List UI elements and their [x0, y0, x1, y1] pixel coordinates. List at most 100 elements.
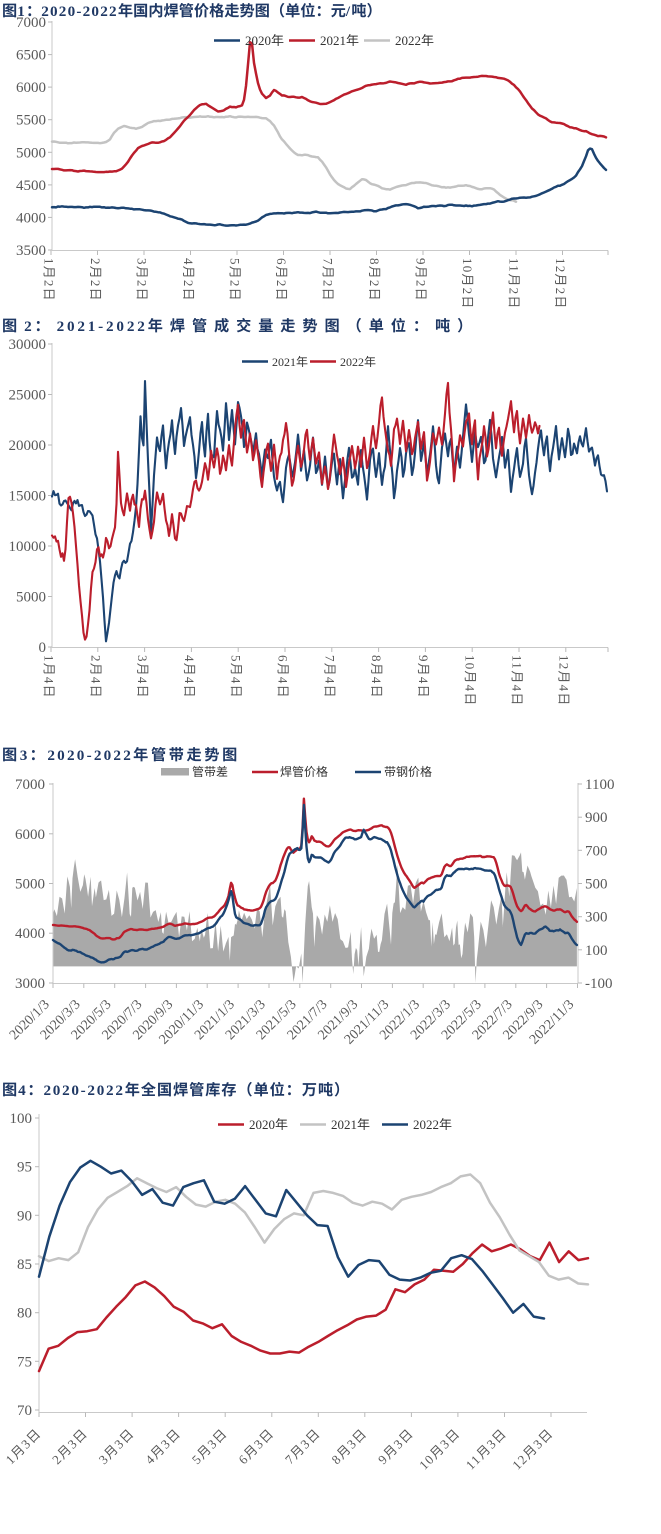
svg-text:6: 6	[276, 655, 291, 663]
svg-text:2: 2	[507, 288, 522, 296]
svg-text:6: 6	[235, 1451, 251, 1467]
svg-text:2: 2	[135, 280, 150, 288]
svg-text:10: 10	[460, 258, 475, 273]
svg-text:70: 70	[17, 1403, 32, 1419]
svg-text:4: 4	[135, 677, 150, 685]
svg-text:2021: 2021	[272, 355, 296, 369]
svg-text:85: 85	[17, 1257, 32, 1273]
svg-text:12: 12	[556, 655, 571, 670]
svg-text:4: 4	[463, 685, 478, 693]
svg-text:5000: 5000	[16, 145, 46, 161]
svg-text:5500: 5500	[16, 113, 46, 129]
svg-text:15000: 15000	[9, 489, 47, 505]
svg-text:0: 0	[39, 640, 47, 656]
svg-text:2020-2022: 2020-2022	[47, 747, 133, 764]
svg-text:90: 90	[17, 1208, 32, 1224]
svg-text:1: 1	[42, 655, 57, 663]
svg-text:7: 7	[282, 1451, 298, 1467]
svg-text:2021: 2021	[320, 33, 346, 48]
svg-text:4: 4	[142, 1451, 158, 1467]
svg-text:25000: 25000	[9, 388, 47, 404]
svg-text:2020: 2020	[245, 33, 271, 48]
svg-text:5: 5	[229, 655, 244, 663]
svg-text:2021-2022: 2021-2022	[57, 318, 148, 335]
svg-text:4: 4	[322, 677, 337, 685]
svg-text:5: 5	[228, 258, 243, 266]
svg-text:4: 4	[182, 677, 197, 685]
svg-text:500: 500	[585, 877, 608, 893]
svg-text:1: 1	[3, 1451, 19, 1467]
svg-text:1: 1	[42, 258, 57, 266]
svg-text:30000: 30000	[9, 337, 47, 353]
svg-text:4: 4	[369, 677, 384, 685]
svg-text:4: 4	[416, 677, 431, 685]
svg-text:9: 9	[416, 655, 431, 663]
svg-text:9: 9	[375, 1451, 391, 1467]
svg-text:5000: 5000	[16, 590, 46, 606]
svg-text:95: 95	[17, 1160, 32, 1176]
svg-text:4000: 4000	[15, 926, 45, 942]
svg-text:8: 8	[367, 258, 382, 266]
svg-text:2022: 2022	[340, 355, 364, 369]
svg-text:1100: 1100	[585, 777, 614, 793]
svg-text:2: 2	[414, 280, 429, 288]
svg-text:2: 2	[88, 655, 103, 663]
svg-text:6500: 6500	[16, 48, 46, 64]
svg-text:10: 10	[463, 655, 478, 670]
svg-text:10000: 10000	[9, 539, 47, 555]
svg-text:700: 700	[585, 843, 608, 859]
svg-text:100: 100	[10, 1111, 33, 1127]
svg-text:3500: 3500	[16, 243, 46, 259]
svg-text:6: 6	[274, 258, 289, 266]
svg-text:2: 2	[88, 258, 103, 266]
svg-text:-100: -100	[585, 976, 613, 992]
svg-text:2: 2	[274, 280, 289, 288]
svg-text:3: 3	[135, 258, 150, 266]
svg-text:75: 75	[17, 1354, 32, 1370]
svg-text:4: 4	[229, 677, 244, 685]
svg-text:2021: 2021	[331, 1117, 357, 1132]
svg-text:3: 3	[20, 747, 30, 764]
svg-text:900: 900	[585, 810, 608, 826]
svg-text:/: /	[345, 3, 351, 20]
svg-text:4: 4	[510, 685, 525, 693]
svg-text:1: 1	[17, 3, 26, 20]
svg-text:2: 2	[367, 280, 382, 288]
svg-text:6000: 6000	[15, 827, 45, 843]
svg-text:4500: 4500	[16, 178, 46, 194]
svg-text:11: 11	[507, 258, 522, 273]
svg-text:11: 11	[510, 655, 525, 670]
svg-text:3: 3	[135, 655, 150, 663]
svg-text:4000: 4000	[16, 210, 46, 226]
svg-text:4: 4	[182, 655, 197, 663]
svg-text:7000: 7000	[15, 777, 45, 793]
svg-text:7: 7	[322, 655, 337, 663]
svg-text:4: 4	[18, 1082, 27, 1099]
svg-text:8: 8	[328, 1451, 344, 1467]
svg-text:4: 4	[88, 677, 103, 685]
svg-text:100: 100	[585, 943, 608, 959]
svg-text:7000: 7000	[16, 15, 46, 31]
svg-text:9: 9	[414, 258, 429, 266]
svg-text:4: 4	[42, 677, 57, 685]
svg-text:4: 4	[556, 685, 571, 693]
svg-text:2: 2	[553, 288, 568, 296]
svg-text:2020: 2020	[249, 1117, 275, 1132]
svg-text:3: 3	[96, 1451, 112, 1467]
svg-text:2: 2	[228, 280, 243, 288]
svg-text:6000: 6000	[16, 80, 46, 96]
svg-text:20000: 20000	[9, 438, 47, 454]
svg-text:4: 4	[181, 258, 196, 266]
svg-text:8: 8	[369, 655, 384, 663]
svg-text:2: 2	[181, 280, 196, 288]
svg-text:7: 7	[321, 258, 336, 266]
svg-text:3000: 3000	[15, 976, 45, 992]
svg-text:11: 11	[463, 1451, 484, 1472]
svg-text:2022: 2022	[395, 33, 421, 48]
svg-text:5: 5	[189, 1451, 205, 1467]
svg-text:2: 2	[24, 318, 34, 335]
svg-text:2020-2022: 2020-2022	[41, 3, 118, 20]
svg-text:12: 12	[553, 258, 568, 273]
svg-text:4: 4	[276, 677, 291, 685]
svg-text:2: 2	[321, 280, 336, 288]
